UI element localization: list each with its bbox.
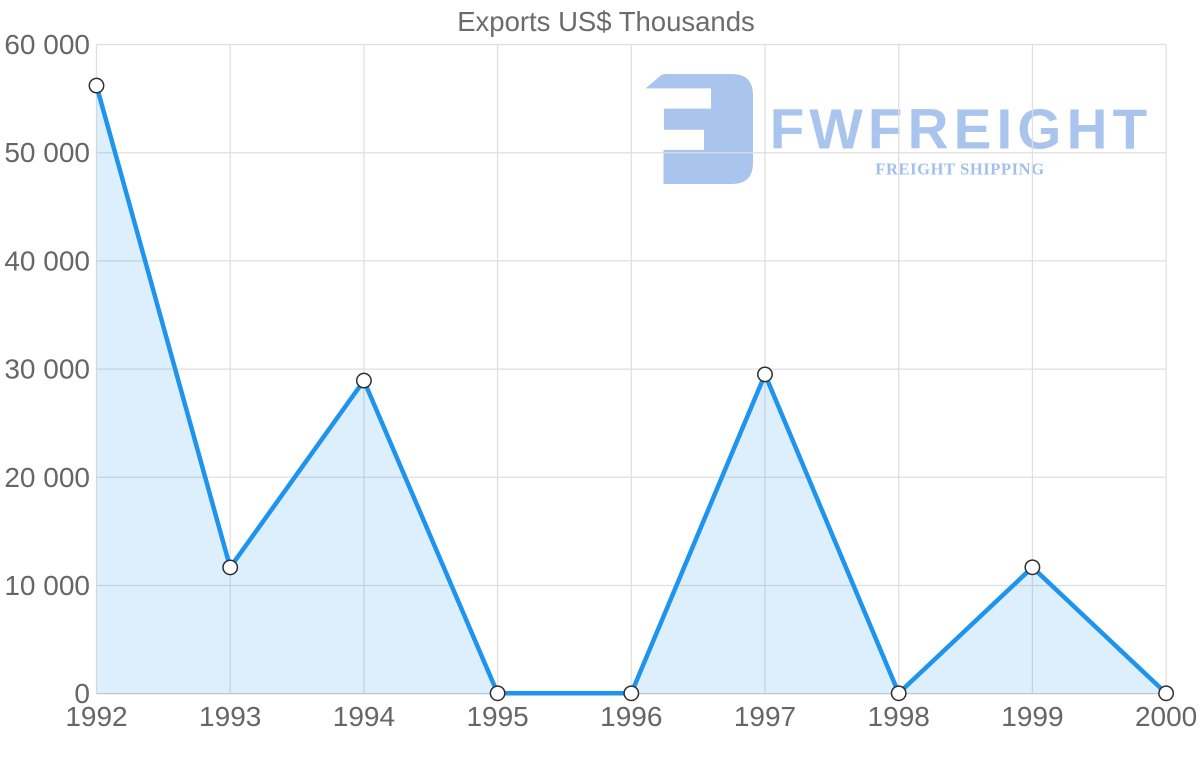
svg-text:1998: 1998 bbox=[868, 701, 930, 732]
svg-text:Exports US$ Thousands: Exports US$ Thousands bbox=[457, 6, 755, 37]
svg-text:60 000: 60 000 bbox=[4, 29, 90, 60]
svg-text:20 000: 20 000 bbox=[4, 462, 90, 493]
svg-text:1999: 1999 bbox=[1001, 701, 1063, 732]
svg-text:50 000: 50 000 bbox=[4, 137, 90, 168]
svg-text:2000: 2000 bbox=[1135, 701, 1197, 732]
svg-text:FWFREIGHT: FWFREIGHT bbox=[770, 98, 1153, 161]
svg-text:1996: 1996 bbox=[600, 701, 662, 732]
svg-text:30 000: 30 000 bbox=[4, 354, 90, 385]
svg-text:1995: 1995 bbox=[466, 701, 528, 732]
svg-text:1997: 1997 bbox=[734, 701, 796, 732]
svg-text:40 000: 40 000 bbox=[4, 245, 90, 276]
svg-text:0: 0 bbox=[74, 678, 90, 709]
svg-text:1993: 1993 bbox=[199, 701, 261, 732]
svg-text:10 000: 10 000 bbox=[4, 570, 90, 601]
svg-text:FREIGHT SHIPPING: FREIGHT SHIPPING bbox=[875, 160, 1044, 179]
svg-text:1994: 1994 bbox=[333, 701, 395, 732]
svg-text:1992: 1992 bbox=[65, 701, 127, 732]
